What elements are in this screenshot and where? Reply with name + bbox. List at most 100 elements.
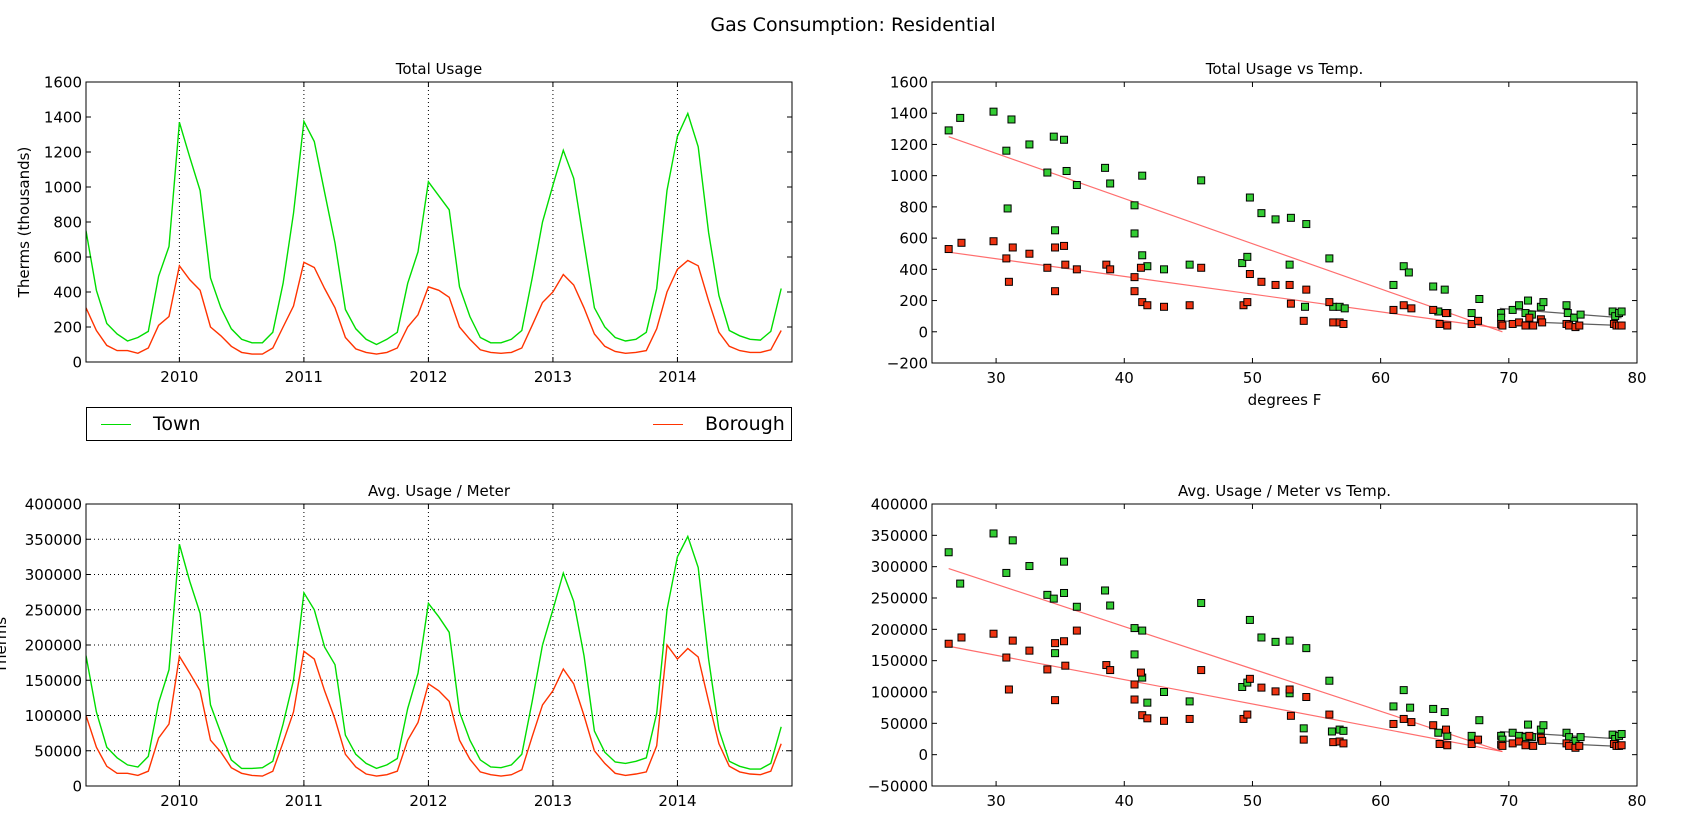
scatter-point-town [1008, 536, 1017, 545]
y-tick-label: 0 [918, 746, 928, 764]
scatter-point-town [1130, 229, 1139, 238]
x-tick-label: 30 [987, 792, 1006, 810]
scatter-point-town [989, 529, 998, 538]
scatter-point-town [1002, 568, 1011, 577]
scatter-point-borough [1271, 280, 1280, 289]
scatter-point-town [1025, 140, 1034, 149]
scatter-point-town [1138, 251, 1147, 260]
scatter-point-town [1160, 265, 1169, 274]
scatter-point-town [1524, 720, 1533, 729]
scatter-point-borough [1302, 693, 1311, 702]
x-tick-label: 2013 [534, 792, 572, 810]
scatter-point-town [1440, 285, 1449, 294]
scatter-point-town [944, 548, 953, 557]
scatter-point-borough [1060, 637, 1069, 646]
scatter-point-borough [1529, 321, 1538, 330]
chart-avg_meter: 2010 2011 2012 2013 2014 0 50000 100000 150000 20… [0, 482, 793, 810]
scatter-point-town [1539, 721, 1548, 730]
plot-area-avg_meter [86, 534, 782, 777]
scatter-point-town [1245, 615, 1254, 624]
x-tick-label: 2013 [534, 368, 572, 386]
scatter-point-borough [1538, 318, 1547, 327]
scatter-point-borough [1130, 273, 1139, 282]
scatter-point-borough [1160, 716, 1169, 725]
y-tick-label: 1600 [890, 74, 928, 92]
series-line-town [86, 111, 782, 346]
figure-title: Gas Consumption: Residential [710, 14, 995, 36]
scatter-point-borough [1474, 316, 1483, 325]
y-tick-label: 1000 [890, 167, 928, 185]
scatter-point-town [1257, 209, 1266, 218]
scatter-point-borough [1339, 739, 1348, 748]
y-tick-label: −50000 [868, 778, 928, 796]
scatter-point-borough [1004, 277, 1013, 286]
scatter-point-borough [1243, 298, 1252, 307]
scatter-point-borough [1271, 687, 1280, 696]
scatter-point-town [1051, 649, 1060, 658]
scatter-point-borough [1443, 321, 1452, 330]
y-tick-label: 0 [918, 323, 928, 341]
scatter-point-borough [1245, 674, 1254, 683]
x-tick-label: 80 [1627, 792, 1646, 810]
scatter-point-borough [1025, 249, 1034, 258]
y-tick-label: 400000 [25, 496, 82, 514]
scatter-point-town [1467, 309, 1476, 318]
x-tick-label: 2014 [658, 792, 696, 810]
scatter-point-borough [1043, 263, 1052, 272]
y-tick-label: 400000 [871, 496, 928, 514]
legend-swatch-town [101, 423, 131, 425]
scatter-point-town [1563, 309, 1572, 318]
plot-area-total_usage [86, 111, 782, 355]
scatter-point-town [1007, 115, 1016, 124]
scatter-point-borough [1245, 270, 1254, 279]
scatter-point-borough [1002, 254, 1011, 263]
scatter-point-town [1185, 260, 1194, 269]
x-tick-label: 50 [1243, 792, 1262, 810]
scatter-point-borough [1325, 710, 1334, 719]
fit-line [948, 567, 1503, 753]
scatter-point-borough [1443, 741, 1452, 750]
y-tick-label: 100000 [871, 684, 928, 702]
scatter-point-town [1130, 650, 1139, 659]
scatter-point-town [1060, 557, 1069, 566]
scatter-point-town [1285, 636, 1294, 645]
scatter-point-borough [1498, 321, 1507, 330]
x-tick-label: 2010 [160, 368, 198, 386]
scatter-point-borough [1185, 714, 1194, 723]
scatter-point-borough [1285, 280, 1294, 289]
scatter-point-borough [1051, 639, 1060, 648]
y-tick-label: 50000 [34, 742, 82, 760]
axes-frame [931, 503, 1638, 787]
y-tick-label: 800 [899, 198, 928, 216]
y-tick-label: 200000 [25, 637, 82, 655]
scatter-point-borough [989, 237, 998, 246]
scatter-point-town [1025, 562, 1034, 571]
scatter-point-town [989, 107, 998, 116]
x-axis-label: degrees F [1248, 391, 1322, 409]
scatter-point-borough [1072, 626, 1081, 635]
scatter-point-borough [1435, 740, 1444, 749]
x-tick-label: 40 [1115, 792, 1134, 810]
scatter-point-town [1002, 146, 1011, 155]
scatter-point-town [1325, 676, 1334, 685]
scatter-point-town [1508, 305, 1517, 314]
scatter-point-town [1429, 282, 1438, 291]
scatter-point-borough [1325, 298, 1334, 307]
x-tick-label: 2014 [658, 368, 696, 386]
scatter-point-borough [1243, 710, 1252, 719]
scatter-point-borough [1399, 301, 1408, 310]
y-axis-label: Therms [0, 617, 10, 674]
y-tick-label: 150000 [25, 672, 82, 690]
fit-line [1499, 307, 1622, 319]
y-tick-label: 250000 [25, 601, 82, 619]
scatter-point-town [1617, 729, 1626, 738]
scatter-point-borough [1043, 665, 1052, 674]
scatter-point-borough [1004, 685, 1013, 694]
scatter-point-town [1101, 163, 1110, 172]
scatter-point-town [1389, 702, 1398, 711]
scatter-point-borough [1429, 305, 1438, 314]
scatter-point-borough [1130, 680, 1139, 689]
scatter-point-borough [1617, 741, 1626, 750]
legend: Town Borough [86, 407, 792, 441]
